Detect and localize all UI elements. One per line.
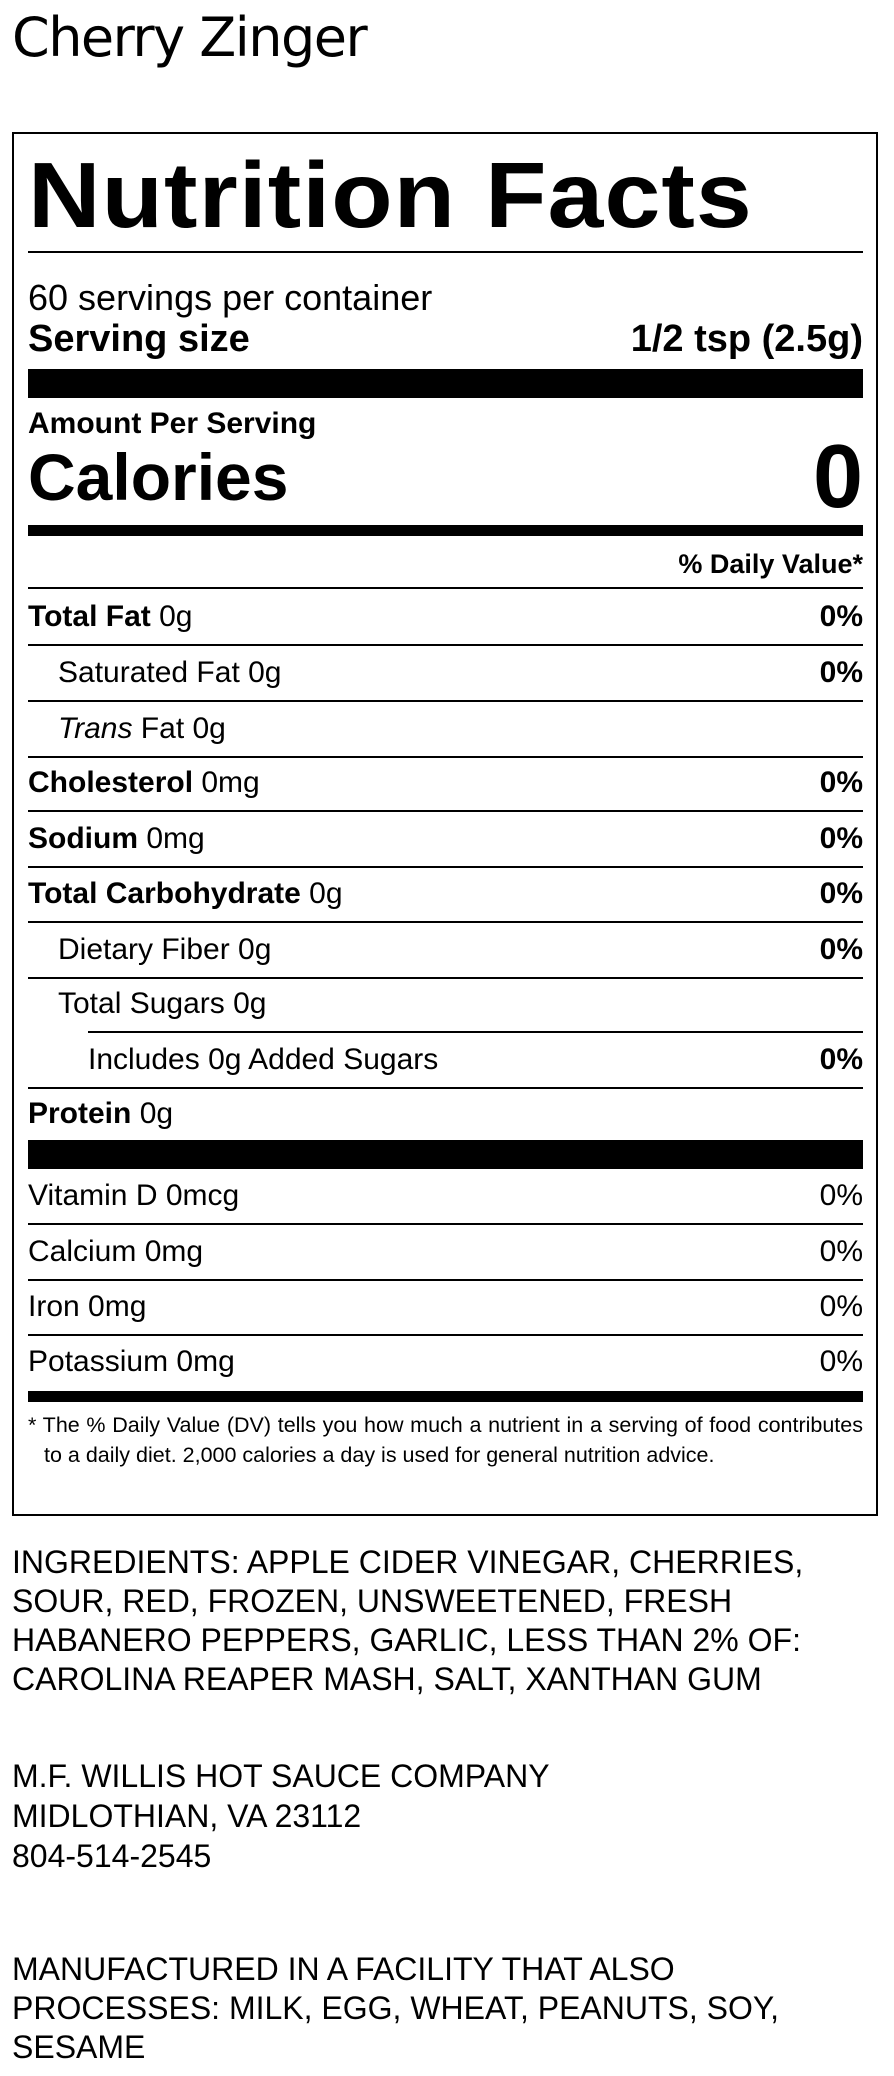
daily-value-header: % Daily Value* [678,549,863,579]
nutrient-dv: 0% [819,1043,863,1076]
nutrient-row-total-carbohydrate: Total Carbohydrate 0g 0% [28,867,863,923]
nutrient-name: Trans [58,712,133,745]
nutrient-dv: 0% [819,600,863,633]
nutrient-amount: 0g [150,600,193,633]
nutrient-name: Total Carbohydrate [28,877,301,910]
company-info: M.F. WILLIS HOT SAUCE COMPANY MIDLOTHIAN… [12,1756,550,1876]
nutrient-name: Total Sugars 0g [58,987,267,1020]
ingredients-line: CAROLINA REAPER MASH, SALT, XANTHAN GUM [12,1661,762,1697]
product-title: Cherry Zinger [12,6,368,69]
nutrient-row-trans-fat: Trans Fat 0g [28,702,863,758]
allergen-line: SESAME [12,2029,146,2065]
nutrient-amount: 0g [300,877,343,910]
nutrient-row-total-sugars: Total Sugars 0g [28,977,863,1031]
allergen-statement: MANUFACTURED IN A FACILITY THAT ALSO PRO… [12,1950,779,2067]
vitamin-name: Calcium 0mg [28,1235,204,1268]
nutrient-dv: 0% [819,822,863,855]
vitamin-dv: 0% [819,1290,863,1323]
company-name: M.F. WILLIS HOT SAUCE COMPANY [12,1758,550,1794]
vitamin-name: Iron 0mg [28,1290,147,1323]
calories-value: 0 [812,426,863,527]
ingredients-line: HABANERO PEPPERS, GARLIC, LESS THAN 2% O… [12,1622,801,1658]
nutrient-name: Total Fat [28,600,151,633]
amount-per-serving: Amount Per Serving [28,407,317,440]
vitamin-dv: 0% [819,1345,863,1378]
calories-row: Calories 0 [28,427,863,527]
medium-divider [28,525,863,536]
calories-label: Calories [28,440,289,514]
nutrient-name: Protein [28,1097,132,1130]
nutrient-row-protein: Protein 0g [28,1087,863,1141]
nutrient-amount: 0mg [193,766,260,799]
vitamin-row-vitamin-d: Vitamin D 0mcg 0% [28,1169,863,1225]
company-phone: 804-514-2545 [12,1838,212,1874]
nutrient-dv: 0% [819,877,863,910]
nutrient-row-total-fat: Total Fat 0g 0% [28,590,863,646]
ingredients-line: SOUR, RED, FROZEN, UNSWEETENED, FRESH [12,1583,733,1619]
nutrient-row-sodium: Sodium 0mg 0% [28,812,863,868]
medium-divider [28,1391,863,1402]
nutrient-amount: 0g [131,1097,174,1130]
nutrient-dv: 0% [819,933,863,966]
nutrient-row-dietary-fiber: Dietary Fiber 0g 0% [28,923,863,979]
divider [28,587,863,589]
allergen-line: MANUFACTURED IN A FACILITY THAT ALSO [12,1951,675,1987]
allergen-line: PROCESSES: MILK, EGG, WHEAT, PEANUTS, SO… [12,1990,779,2026]
company-address: MIDLOTHIAN, VA 23112 [12,1798,362,1834]
nutrient-name: Includes 0g Added Sugars [88,1043,439,1076]
divider [28,251,863,253]
ingredients-line: INGREDIENTS: APPLE CIDER VINEGAR, CHERRI… [12,1544,804,1580]
serving-size-label: Serving size [28,318,250,360]
nutrient-name: Dietary Fiber 0g [58,933,272,966]
nutrient-row-cholesterol: Cholesterol 0mg 0% [28,756,863,812]
ingredients: INGREDIENTS: APPLE CIDER VINEGAR, CHERRI… [12,1543,803,1699]
divider [88,1031,863,1033]
nutrition-facts-heading: Nutrition Facts [28,143,753,247]
nutrient-amount: 0mg [138,822,205,855]
vitamin-name: Vitamin D 0mcg [28,1179,240,1212]
nutrient-name: Sodium [28,822,138,855]
nutrient-row-added-sugars: Includes 0g Added Sugars 0% [28,1033,863,1089]
nutrient-amount: Fat 0g [132,712,226,745]
daily-value-footnote: * The % Daily Value (DV) tells you how m… [28,1413,863,1467]
servings-per-container: 60 servings per container [28,277,433,318]
vitamin-row-calcium: Calcium 0mg 0% [28,1225,863,1281]
nutrient-name: Cholesterol [28,766,194,799]
vitamin-row-potassium: Potassium 0mg 0% [28,1335,863,1389]
serving-size-row: Serving size 1/2 tsp (2.5g) [28,318,863,361]
nutrition-facts-panel: Nutrition Facts 60 servings per containe… [12,132,878,1516]
vitamin-name: Potassium 0mg [28,1345,235,1378]
nutrient-dv: 0% [819,656,863,689]
vitamin-row-iron: Iron 0mg 0% [28,1280,863,1336]
vitamin-dv: 0% [819,1179,863,1212]
nutrient-row-saturated-fat: Saturated Fat 0g 0% [28,646,863,702]
nutrient-dv: 0% [819,766,863,799]
nutrient-name: Saturated Fat 0g [58,656,282,689]
serving-size-value: 1/2 tsp (2.5g) [630,318,863,360]
thick-divider [28,1140,863,1169]
thick-divider [28,369,863,398]
vitamin-dv: 0% [819,1235,863,1268]
